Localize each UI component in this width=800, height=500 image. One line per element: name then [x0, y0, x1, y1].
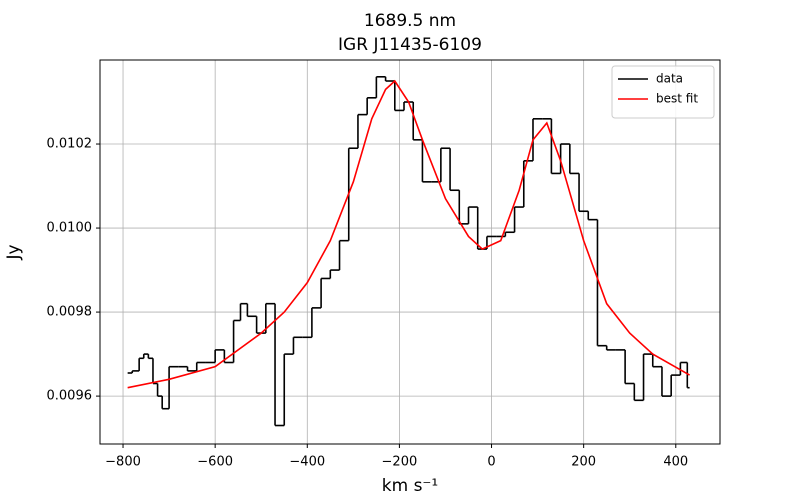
y-tick-label: 0.0096 [47, 389, 93, 404]
plot-frame [99, 59, 721, 445]
y-axis-label: Jy [4, 244, 24, 260]
x-tick-label: 400 [663, 455, 688, 470]
y-tick-label: 0.0102 [47, 137, 93, 152]
fit-line [127, 79, 690, 389]
legend-label: data [656, 72, 683, 86]
x-tick-label: −800 [105, 455, 141, 470]
y-tick-label: 0.0100 [47, 221, 93, 236]
chart-subtitle: IGR J11435-6109 [338, 35, 482, 55]
x-tick-label: −400 [289, 455, 325, 470]
chart-title: 1689.5 nm [364, 11, 456, 31]
x-tick-label: 0 [487, 455, 495, 470]
x-tick-label: −200 [382, 455, 418, 470]
x-axis-label: km s⁻¹ [382, 476, 438, 496]
x-tick-label: −600 [197, 455, 233, 470]
y-tick-label: 0.0098 [47, 305, 93, 320]
legend-label: best fit [656, 92, 698, 106]
x-tick-label: 200 [571, 455, 596, 470]
